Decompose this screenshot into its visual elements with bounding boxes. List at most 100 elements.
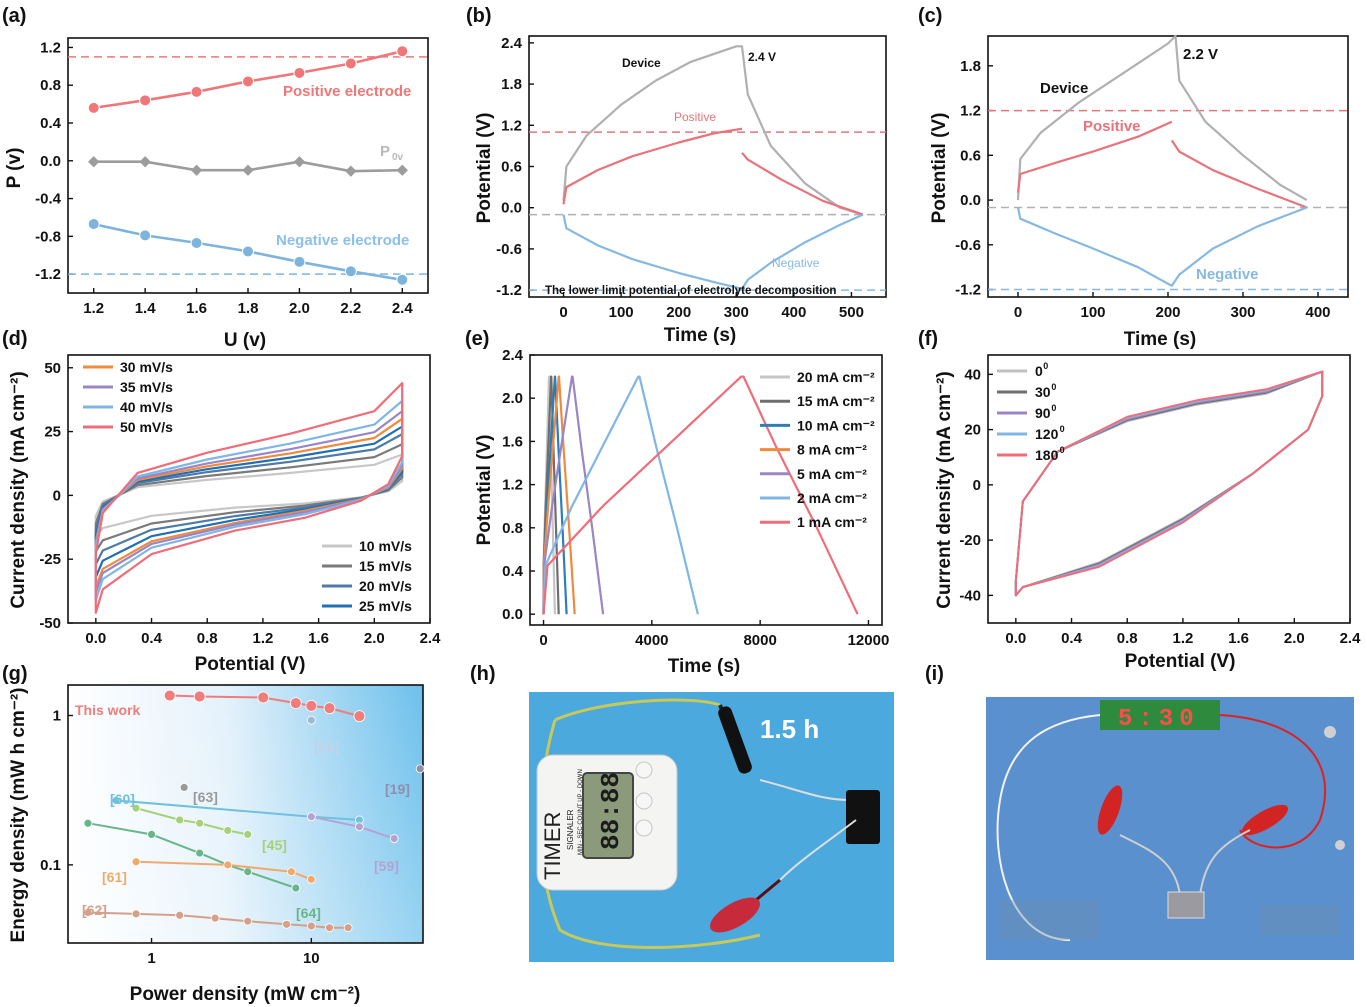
data-point: [83, 818, 93, 828]
x-tick-label: 0.0: [1005, 630, 1026, 647]
bending-cv-loop: [1014, 370, 1324, 597]
y-tick-label: 0.8: [40, 77, 61, 94]
data-point: [345, 165, 357, 177]
y-tick-label: 0: [973, 477, 981, 494]
plot-frame: [67, 684, 424, 944]
x-axis-label: Potential (V): [195, 654, 306, 675]
x-tick-label: 0: [539, 632, 547, 649]
x-tick-label: 1.2: [83, 300, 104, 317]
x-tick-label: 300: [724, 304, 749, 321]
legend-label: 20 mV/s: [359, 578, 412, 594]
x-axis-label: Time (s): [668, 656, 741, 677]
cv-loop: [94, 382, 404, 614]
y-tick-label: 2.0: [502, 390, 523, 407]
legend-label: 10 mV/s: [359, 538, 412, 554]
cv-loop: [94, 399, 404, 602]
legend-label-superscript: 0: [1043, 361, 1048, 371]
data-point: [179, 783, 189, 792]
charts-layer: (a) U (v) P (v) 1.2 1.4 1.6 1.8 2.0 2.2 2.4 -1.2 -0…: [2, 5, 1361, 1005]
bending-cv-loop: [1014, 370, 1324, 597]
data-point: [343, 923, 353, 933]
gcd-curve: [542, 375, 576, 615]
y-tick-label: -1.2: [35, 266, 61, 283]
photo-h-overlay-text: 1.5 h: [760, 714, 819, 744]
legend-label: 15 mA cm⁻²: [797, 393, 875, 409]
data-point: [389, 834, 399, 843]
gcd-curve: [542, 375, 699, 615]
data-point: [242, 75, 254, 88]
x-tick-label: 0.8: [1117, 630, 1138, 647]
data-point: [306, 812, 316, 822]
data-point: [147, 829, 156, 839]
y-tick-label: 20: [964, 422, 981, 439]
gcd-curve: [542, 375, 605, 615]
legend-label: 120: [1035, 426, 1059, 442]
series-label: This work: [75, 702, 141, 718]
legend-label: 5 mA cm⁻²: [797, 466, 867, 482]
legend-label: 8 mA cm⁻²: [797, 442, 867, 458]
panel-label: (i): [925, 663, 944, 685]
x-tick-label: 100: [1080, 304, 1105, 321]
legend-label: 15 mV/s: [359, 558, 412, 574]
y-tick-label: 0.8: [502, 520, 523, 537]
series-line-device: [1016, 34, 1308, 202]
x-tick-label: 1.8: [238, 300, 259, 317]
data-point: [190, 164, 203, 176]
data-point: [293, 255, 306, 268]
photo-h-timer-text: TIMER: [540, 812, 565, 880]
legend-label: 30: [1035, 384, 1051, 400]
data-point: [396, 164, 408, 176]
y-tick-label: 0: [53, 487, 61, 504]
x-tick-label: 1.6: [186, 300, 207, 317]
annotation-positive: Positive: [1083, 118, 1141, 135]
legend-label: 0: [1035, 363, 1043, 379]
cv-loop: [94, 410, 404, 594]
data-point: [305, 699, 318, 712]
data-point: [306, 921, 316, 931]
data-point: [139, 156, 151, 168]
data-point: [396, 273, 409, 286]
plot-frame: [67, 354, 431, 624]
x-tick-label: 0.4: [141, 630, 163, 647]
y-tick-label: 25: [44, 424, 61, 441]
annotation-p: P: [380, 143, 390, 160]
series-line-positive-charge: [1016, 120, 1173, 193]
cv-loop: [94, 443, 404, 553]
y-tick-label: 50: [44, 360, 61, 377]
photo-i-display-text: 5:30: [1118, 706, 1200, 733]
data-point: [325, 923, 334, 933]
data-point: [396, 45, 409, 58]
series-line-negative: [562, 213, 864, 290]
series-line-positive-charge: [562, 127, 743, 205]
photo-h-brand-text: SIGNALER: [566, 809, 575, 850]
legend-label: 90: [1035, 405, 1051, 421]
legend-label: 10 mA cm⁻²: [797, 417, 875, 433]
legend-label: 30 mV/s: [120, 359, 173, 375]
y-axis-label: Current density (mA cm⁻²): [8, 371, 29, 608]
data-point: [175, 910, 185, 920]
series-label: [64]: [296, 905, 321, 921]
photo-h-mode-text: MIN - SEC COUNT UP - DOWN: [578, 769, 584, 855]
photo-h-display-digits: 88:88: [596, 772, 626, 850]
x-axis-label: Potential (V): [1125, 651, 1236, 672]
panel-label: (d): [2, 328, 28, 350]
y-tick-label: 0.4: [502, 563, 524, 580]
annotation-positive: Positive: [674, 110, 716, 124]
annotation-negative: Negative: [772, 256, 820, 270]
x-tick-label: 12000: [848, 632, 890, 649]
x-tick-label: 400: [781, 304, 806, 321]
x-tick-label: 4000: [635, 632, 668, 649]
data-point: [415, 764, 425, 774]
x-tick-label: 0.0: [85, 630, 106, 647]
data-point: [139, 229, 152, 242]
plot-frame: [529, 354, 883, 626]
y-axis-label: Potential (V): [474, 113, 495, 224]
legend-label-superscript: 0: [1060, 424, 1065, 434]
legend-label: 2 mA cm⁻²: [797, 490, 867, 506]
x-tick-label: 1.2: [252, 630, 273, 647]
annotation-electrolyte-limit: The lower limit potential of electrolyte…: [545, 285, 836, 297]
y-axis-label: Potential (V): [929, 113, 950, 224]
data-point: [210, 913, 220, 923]
series-label: [60]: [110, 791, 135, 807]
